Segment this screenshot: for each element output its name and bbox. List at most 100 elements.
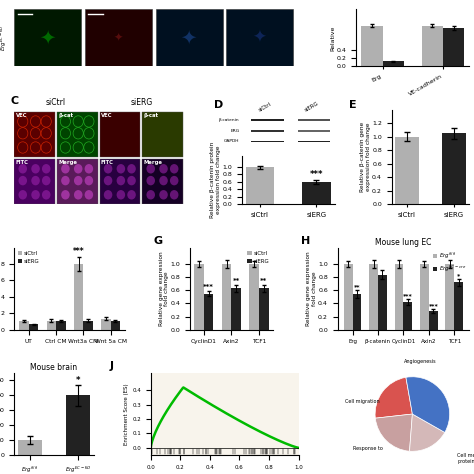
Y-axis label: Relative: Relative <box>330 25 335 51</box>
Text: FITC: FITC <box>101 160 114 165</box>
FancyBboxPatch shape <box>251 119 283 121</box>
Circle shape <box>127 176 136 185</box>
Text: ✦: ✦ <box>113 33 123 43</box>
Bar <box>231 288 241 329</box>
Bar <box>302 182 330 204</box>
Text: **: ** <box>354 283 360 289</box>
Circle shape <box>61 176 70 185</box>
Bar <box>361 26 383 66</box>
Circle shape <box>74 176 82 185</box>
Bar <box>194 264 204 329</box>
Text: siERG: siERG <box>130 98 153 107</box>
FancyBboxPatch shape <box>85 9 152 66</box>
Title: Mouse lung EC: Mouse lung EC <box>375 238 432 247</box>
FancyBboxPatch shape <box>251 141 283 142</box>
Circle shape <box>42 176 50 185</box>
Circle shape <box>170 176 178 185</box>
FancyBboxPatch shape <box>142 159 183 204</box>
FancyBboxPatch shape <box>298 130 330 132</box>
FancyBboxPatch shape <box>155 9 223 66</box>
Circle shape <box>146 190 155 200</box>
Text: Cell migration: Cell migration <box>345 399 380 404</box>
Bar <box>56 321 66 329</box>
Text: GAPDH: GAPDH <box>224 139 239 143</box>
Text: ***: *** <box>428 303 438 309</box>
FancyBboxPatch shape <box>142 111 183 157</box>
Bar <box>249 264 259 329</box>
Text: VEC: VEC <box>16 113 27 118</box>
Circle shape <box>31 164 40 173</box>
Y-axis label: Relative β-catenin protein
expression fold change: Relative β-catenin protein expression fo… <box>210 142 221 218</box>
Legend: $Erg^{fl/fl}$, $Erg^{EC-cre}$: $Erg^{fl/fl}$, $Erg^{EC-cre}$ <box>432 250 466 275</box>
Text: β-cat: β-cat <box>58 113 73 118</box>
Text: siCtrl: siCtrl <box>46 98 66 107</box>
Circle shape <box>18 176 27 185</box>
Circle shape <box>159 176 168 185</box>
Circle shape <box>42 190 50 200</box>
Y-axis label: Relative gene expression
fold change: Relative gene expression fold change <box>158 251 169 326</box>
Text: **: ** <box>233 278 240 284</box>
Circle shape <box>61 164 70 173</box>
Circle shape <box>61 190 70 200</box>
Bar <box>66 395 90 455</box>
Bar <box>446 264 455 329</box>
Text: ERG: ERG <box>230 129 239 133</box>
Text: C: C <box>11 96 19 106</box>
Y-axis label: Relative β-catenin gene
expression fold change: Relative β-catenin gene expression fold … <box>360 122 371 192</box>
Circle shape <box>84 164 93 173</box>
Circle shape <box>18 190 27 200</box>
Bar <box>74 264 83 329</box>
Bar <box>455 283 463 329</box>
Text: Angiogenesis: Angiogenesis <box>403 359 436 365</box>
Wedge shape <box>375 414 412 451</box>
FancyBboxPatch shape <box>226 9 293 66</box>
Text: siCtrl: siCtrl <box>258 102 273 113</box>
FancyBboxPatch shape <box>14 9 82 66</box>
Circle shape <box>159 164 168 173</box>
Legend: siCtrl, siERG: siCtrl, siERG <box>17 250 40 264</box>
Bar <box>443 28 464 66</box>
Bar <box>83 320 93 329</box>
Circle shape <box>104 164 112 173</box>
Title: Mouse brain: Mouse brain <box>30 363 78 372</box>
Text: Merge: Merge <box>58 160 77 165</box>
FancyBboxPatch shape <box>57 159 98 204</box>
Text: β-catenin: β-catenin <box>219 118 239 122</box>
Bar <box>353 293 361 329</box>
FancyBboxPatch shape <box>100 159 140 204</box>
Circle shape <box>104 190 112 200</box>
Bar <box>420 264 429 329</box>
Bar <box>204 293 213 329</box>
Text: FITC: FITC <box>16 160 28 165</box>
Bar <box>344 264 353 329</box>
Bar <box>403 302 412 329</box>
FancyBboxPatch shape <box>100 111 140 157</box>
Circle shape <box>31 176 40 185</box>
Text: VEC: VEC <box>101 113 112 118</box>
Text: *: * <box>76 376 81 385</box>
Text: *: * <box>457 273 460 278</box>
FancyBboxPatch shape <box>298 141 330 142</box>
Y-axis label: Relative gene expression
fold change: Relative gene expression fold change <box>306 251 317 326</box>
FancyBboxPatch shape <box>251 130 283 132</box>
Text: ✦: ✦ <box>39 28 55 47</box>
Text: ***: *** <box>310 170 323 179</box>
FancyBboxPatch shape <box>14 159 55 204</box>
FancyBboxPatch shape <box>57 111 98 157</box>
Wedge shape <box>406 377 450 432</box>
Bar <box>46 320 56 329</box>
Bar <box>18 440 42 455</box>
Text: H: H <box>301 236 310 246</box>
Text: Cell membrane
proteins: Cell membrane proteins <box>457 453 474 464</box>
Circle shape <box>117 190 125 200</box>
Wedge shape <box>410 414 445 451</box>
Circle shape <box>170 164 178 173</box>
Text: β-cat: β-cat <box>144 113 158 118</box>
Circle shape <box>74 190 82 200</box>
Text: E: E <box>349 100 356 110</box>
Text: siERG: siERG <box>303 101 319 113</box>
Text: ***: *** <box>403 293 413 299</box>
Circle shape <box>74 164 82 173</box>
Text: ***: *** <box>203 284 214 290</box>
Circle shape <box>117 164 125 173</box>
